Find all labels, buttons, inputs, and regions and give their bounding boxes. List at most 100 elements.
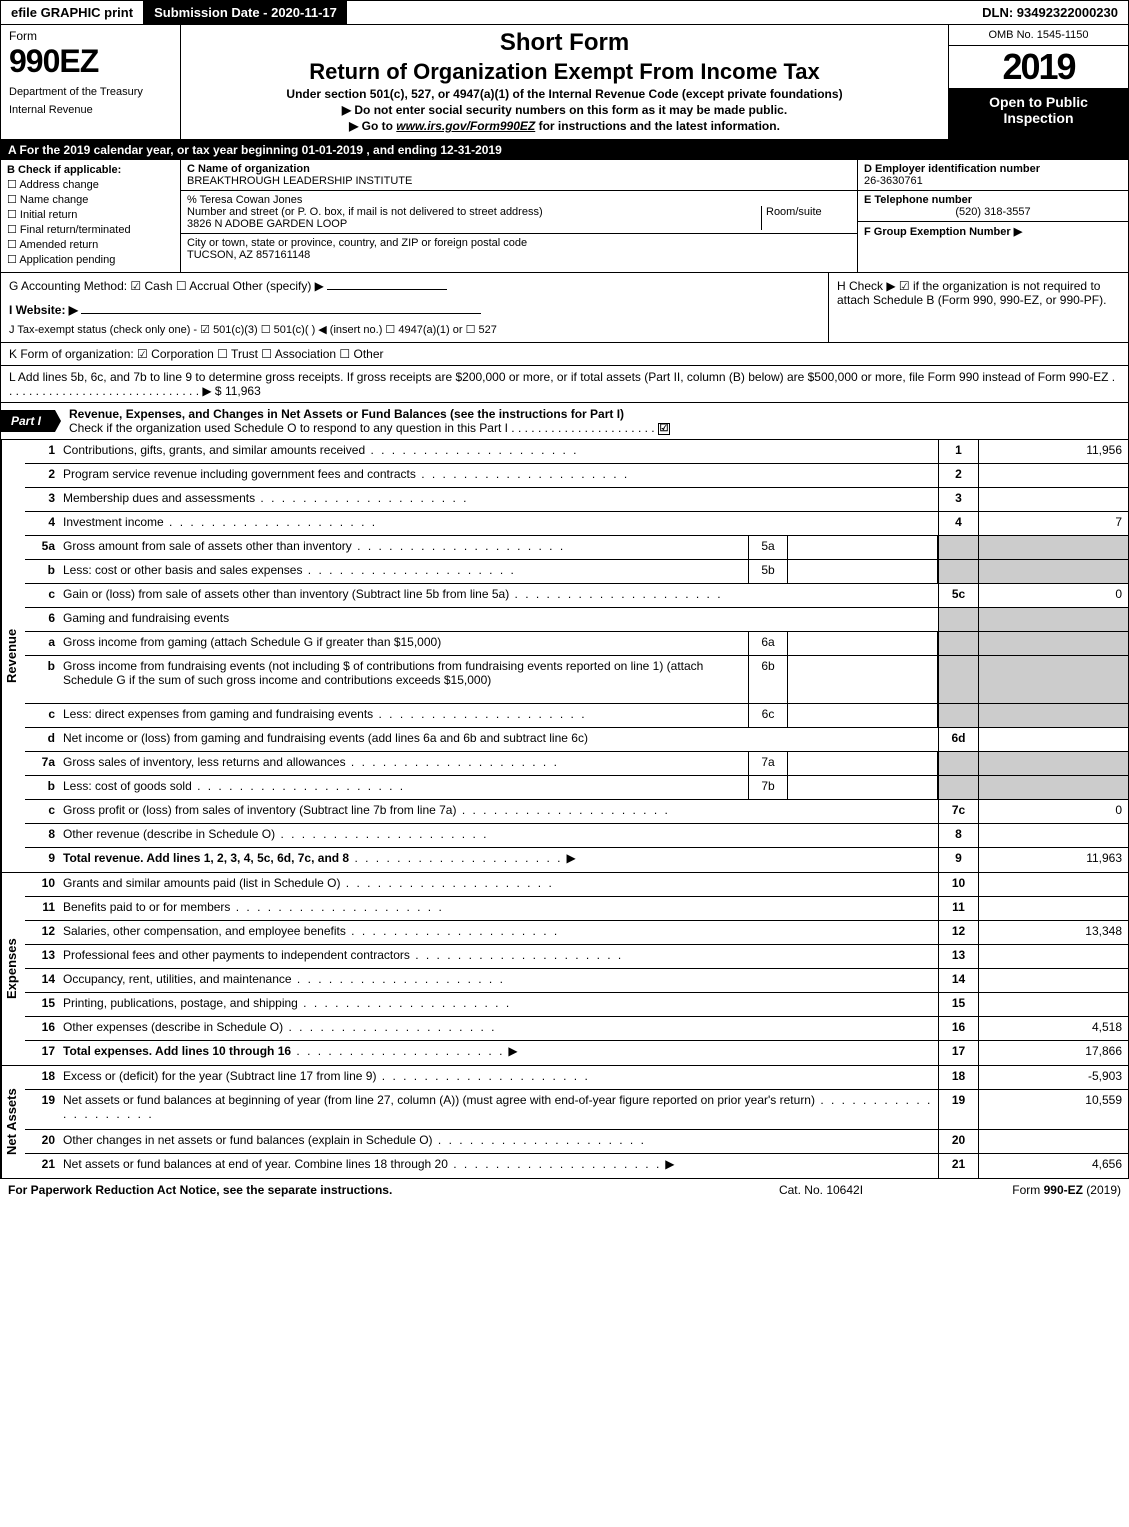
line-12: 12 Salaries, other compensation, and emp…	[25, 921, 1128, 945]
line-19: 19 Net assets or fund balances at beginn…	[25, 1090, 1128, 1130]
line-1-value: 11,956	[978, 440, 1128, 463]
line-5c-value: 0	[978, 584, 1128, 607]
box-b-header: B Check if applicable:	[7, 164, 174, 176]
netassets-side-label: Net Assets	[1, 1066, 25, 1178]
taxyear-row: A For the 2019 calendar year, or tax yea…	[0, 140, 1129, 160]
street-value: 3826 N ADOBE GARDEN LOOP	[187, 218, 761, 230]
line-3-value	[978, 488, 1128, 511]
dept-treasury: Department of the Treasury	[9, 86, 172, 98]
line-20-value	[978, 1130, 1128, 1153]
chk-name-change[interactable]: ☐ Name change	[7, 193, 174, 206]
irs-link[interactable]: www.irs.gov/Form990EZ	[396, 119, 535, 133]
line-1: 1 Contributions, gifts, grants, and simi…	[25, 440, 1128, 464]
line-6b: b Gross income from fundraising events (…	[25, 656, 1128, 704]
line-2: 2 Program service revenue including gove…	[25, 464, 1128, 488]
line-g: G Accounting Method: ☑ Cash ☐ Accrual Ot…	[9, 279, 820, 293]
line-11-value	[978, 897, 1128, 920]
header-left: Form 990EZ Department of the Treasury In…	[1, 25, 181, 139]
city-label: City or town, state or province, country…	[187, 237, 851, 249]
efile-print-button[interactable]: efile GRAPHIC print	[1, 1, 144, 24]
line-6d-value	[978, 728, 1128, 751]
city-value: TUCSON, AZ 857161148	[187, 249, 851, 261]
topbar: efile GRAPHIC print Submission Date - 20…	[0, 0, 1129, 25]
line-13-value	[978, 945, 1128, 968]
line-12-value: 13,348	[978, 921, 1128, 944]
line-8-value	[978, 824, 1128, 847]
sub3-pre: ▶ Go to	[349, 119, 396, 133]
line-11: 11 Benefits paid to or for members 11	[25, 897, 1128, 921]
part1-title: Revenue, Expenses, and Changes in Net As…	[69, 403, 1128, 439]
subtitle-3: ▶ Go to www.irs.gov/Form990EZ for instru…	[189, 119, 940, 133]
city-cell: City or town, state or province, country…	[181, 234, 857, 264]
line-5b-value	[788, 560, 938, 583]
part1-tag: Part I	[1, 410, 61, 432]
line-20: 20 Other changes in net assets or fund b…	[25, 1130, 1128, 1154]
cat-no: Cat. No. 10642I	[721, 1183, 921, 1197]
line-6c-value	[788, 704, 938, 727]
netassets-lines: 18 Excess or (deficit) for the year (Sub…	[25, 1066, 1128, 1178]
line-6a-value	[788, 632, 938, 655]
expenses-lines: 10 Grants and similar amounts paid (list…	[25, 873, 1128, 1065]
line-7b-value	[788, 776, 938, 799]
line-2-value	[978, 464, 1128, 487]
line-9: 9 Total revenue. Add lines 1, 2, 3, 4, 5…	[25, 848, 1128, 872]
topbar-spacer	[348, 1, 972, 24]
line-7b: b Less: cost of goods sold 7b	[25, 776, 1128, 800]
chk-final-return[interactable]: ☐ Final return/terminated	[7, 223, 174, 236]
box-f: F Group Exemption Number ▶	[858, 222, 1128, 241]
box-b: B Check if applicable: ☐ Address change …	[1, 160, 181, 272]
line-7c-value: 0	[978, 800, 1128, 823]
street-cell: % Teresa Cowan Jones Number and street (…	[181, 191, 857, 234]
chk-amended-return[interactable]: ☐ Amended return	[7, 238, 174, 251]
org-name: BREAKTHROUGH LEADERSHIP INSTITUTE	[187, 175, 851, 187]
line-17-value: 17,866	[978, 1041, 1128, 1065]
line-4: 4 Investment income 4 7	[25, 512, 1128, 536]
part1-checkbox[interactable]: ☑	[658, 423, 670, 435]
tax-year: 2019	[949, 46, 1128, 88]
line-5c: c Gain or (loss) from sale of assets oth…	[25, 584, 1128, 608]
footer: For Paperwork Reduction Act Notice, see …	[0, 1179, 1129, 1201]
line-4-value: 7	[978, 512, 1128, 535]
line-15: 15 Printing, publications, postage, and …	[25, 993, 1128, 1017]
line-8: 8 Other revenue (describe in Schedule O)…	[25, 824, 1128, 848]
org-name-label: C Name of organization	[187, 163, 851, 175]
line-7c: c Gross profit or (loss) from sales of i…	[25, 800, 1128, 824]
ein-label: D Employer identification number	[864, 163, 1122, 175]
box-d: D Employer identification number 26-3630…	[858, 160, 1128, 191]
line-5a-value	[788, 536, 938, 559]
ein-value: 26-3630761	[864, 175, 1122, 187]
chk-application-pending[interactable]: ☐ Application pending	[7, 253, 174, 266]
form-label: Form	[9, 29, 172, 43]
expenses-section: Expenses 10 Grants and similar amounts p…	[0, 873, 1129, 1066]
chk-address-change[interactable]: ☐ Address change	[7, 178, 174, 191]
street-label: Number and street (or P. O. box, if mail…	[187, 206, 761, 218]
line-17: 17 Total expenses. Add lines 10 through …	[25, 1041, 1128, 1065]
line-10: 10 Grants and similar amounts paid (list…	[25, 873, 1128, 897]
form-number: 990EZ	[9, 43, 172, 80]
line-h: H Check ▶ ☑ if the organization is not r…	[828, 273, 1128, 342]
line-k: K Form of organization: ☑ Corporation ☐ …	[0, 343, 1129, 366]
dln-label: DLN: 93492322000230	[972, 1, 1128, 24]
chk-initial-return[interactable]: ☐ Initial return	[7, 208, 174, 221]
sub3-post: for instructions and the latest informat…	[535, 119, 780, 133]
phone-value: (520) 318-3557	[864, 206, 1122, 218]
line-i: I Website: ▶	[9, 303, 820, 317]
expenses-side-label: Expenses	[1, 873, 25, 1065]
form-ref: Form 990-EZ (2019)	[921, 1183, 1121, 1197]
submission-date-button[interactable]: Submission Date - 2020-11-17	[144, 1, 348, 24]
group-exemption-label: F Group Exemption Number ▶	[864, 225, 1122, 238]
line-21: 21 Net assets or fund balances at end of…	[25, 1154, 1128, 1178]
line-3: 3 Membership dues and assessments 3	[25, 488, 1128, 512]
header-center: Short Form Return of Organization Exempt…	[181, 25, 948, 139]
subtitle-2: ▶ Do not enter social security numbers o…	[189, 103, 940, 117]
netassets-section: Net Assets 18 Excess or (deficit) for th…	[0, 1066, 1129, 1179]
open-to-public: Open to Public Inspection	[949, 88, 1128, 139]
line-l-value: 11,963	[225, 384, 261, 398]
return-title: Return of Organization Exempt From Incom…	[189, 59, 940, 85]
paperwork-notice: For Paperwork Reduction Act Notice, see …	[8, 1183, 721, 1197]
line-16: 16 Other expenses (describe in Schedule …	[25, 1017, 1128, 1041]
revenue-section: Revenue 1 Contributions, gifts, grants, …	[0, 440, 1129, 873]
revenue-side-label: Revenue	[1, 440, 25, 872]
line-18: 18 Excess or (deficit) for the year (Sub…	[25, 1066, 1128, 1090]
header-right: OMB No. 1545-1150 2019 Open to Public In…	[948, 25, 1128, 139]
